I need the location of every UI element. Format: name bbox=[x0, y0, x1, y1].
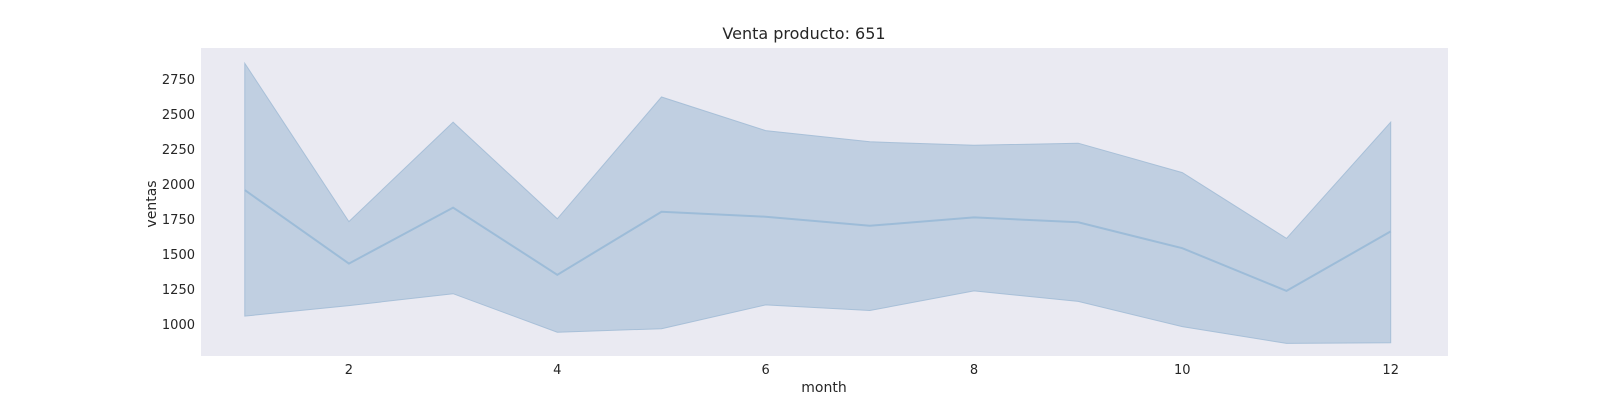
confidence-band bbox=[244, 61, 1392, 344]
x-axis-label: month bbox=[801, 380, 846, 396]
y-tick-label: 1750 bbox=[162, 213, 195, 228]
y-tick-label: 2000 bbox=[162, 178, 195, 193]
y-tick-label: 2250 bbox=[162, 143, 195, 158]
x-tick-label: 8 bbox=[970, 363, 978, 378]
x-tick-label: 6 bbox=[761, 363, 769, 378]
x-tick-label: 10 bbox=[1174, 363, 1191, 378]
x-axis-ticks: 2 4 6 8 10 12 bbox=[345, 363, 1399, 378]
y-tick-label: 1500 bbox=[162, 248, 195, 263]
y-tick-label: 1000 bbox=[162, 318, 195, 333]
y-axis-ticks: 1000 1250 1500 1750 2000 2250 2500 2750 bbox=[162, 73, 195, 333]
y-tick-label: 1250 bbox=[162, 283, 195, 298]
chart-marks bbox=[244, 61, 1392, 344]
x-tick-label: 4 bbox=[553, 363, 561, 378]
x-tick-label: 12 bbox=[1382, 363, 1399, 378]
mean-line bbox=[244, 189, 1392, 293]
y-tick-label: 2500 bbox=[162, 108, 195, 123]
x-tick-label: 2 bbox=[345, 363, 353, 378]
chart-title: Venta producto: 651 bbox=[722, 24, 885, 43]
y-tick-label: 2750 bbox=[162, 73, 195, 88]
y-axis-label: ventas bbox=[144, 180, 160, 227]
